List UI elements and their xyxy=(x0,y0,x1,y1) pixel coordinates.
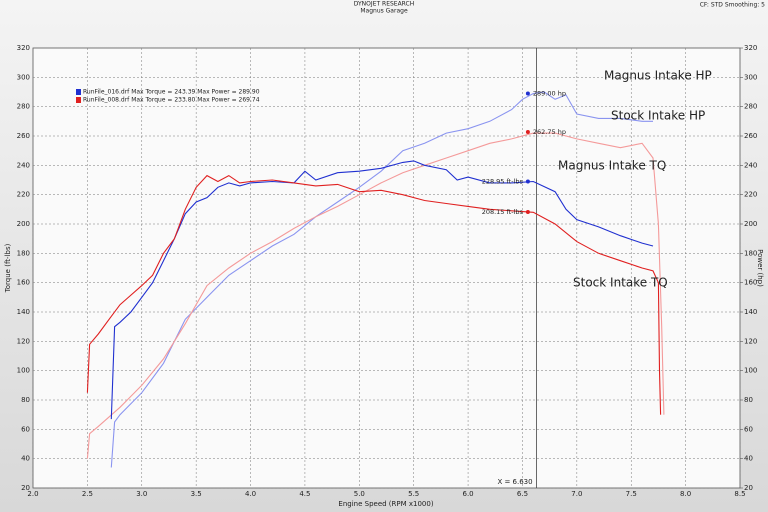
y2-tick-label: 320 xyxy=(744,44,757,52)
y-tick-label: 160 xyxy=(17,279,30,287)
y-tick-label: 20 xyxy=(21,484,30,492)
series-line xyxy=(86,174,662,415)
y-tick-label: 180 xyxy=(17,249,30,257)
cursor-label: X = 6.630 xyxy=(497,478,532,486)
series-line xyxy=(86,132,665,459)
y-tick-label: 80 xyxy=(21,396,30,404)
y2-tick-label: 240 xyxy=(744,161,757,169)
x-tick-label: 4.0 xyxy=(245,490,256,498)
y-tick-label: 240 xyxy=(17,161,30,169)
annotation-label: 228.95 ft-lbs xyxy=(482,178,524,186)
x-tick-label: 3.5 xyxy=(191,490,202,498)
x-tick-label: 7.5 xyxy=(626,490,637,498)
y2-tick-label: 280 xyxy=(744,103,757,111)
x-tick-label: 5.5 xyxy=(408,490,419,498)
y2-tick-label: 120 xyxy=(744,337,757,345)
y-tick-label: 60 xyxy=(21,425,30,433)
annotation-marker xyxy=(525,210,530,215)
y-axis-label: Torque (ft-lbs) xyxy=(4,243,12,293)
y2-tick-label: 260 xyxy=(744,132,757,140)
x-tick-label: 7.0 xyxy=(571,490,582,498)
y-tick-label: 140 xyxy=(17,308,30,316)
annotation-label: 208.15 ft-lbs xyxy=(482,208,524,216)
chart-title: DYNOJET RESEARCH xyxy=(354,1,415,8)
series-label: Stock Intake HP xyxy=(611,109,705,123)
x-tick-label: 8.0 xyxy=(680,490,691,498)
y2-tick-label: 80 xyxy=(744,396,753,404)
annotation-marker xyxy=(525,179,530,184)
y2-tick-label: 160 xyxy=(744,279,757,287)
y-tick-label: 300 xyxy=(17,73,30,81)
y2-tick-label: 100 xyxy=(744,367,757,375)
y-tick-label: 40 xyxy=(21,455,30,463)
y2-axis-label: Power (hp) xyxy=(756,249,764,287)
x-tick-label: 5.0 xyxy=(354,490,365,498)
legend-entry: RunFile_008.drf Max Torque = 233.80 Max … xyxy=(83,97,260,104)
x-tick-label: 4.5 xyxy=(299,490,310,498)
y-tick-label: 320 xyxy=(17,44,30,52)
y2-tick-label: 60 xyxy=(744,425,753,433)
chart-subtitle: Magnus Garage xyxy=(360,8,408,15)
y-tick-label: 220 xyxy=(17,191,30,199)
annotation-label: 289.00 hp xyxy=(533,89,566,97)
annotation-marker xyxy=(525,91,530,96)
series-line xyxy=(110,91,653,468)
legend-entry: RunFile_016.drf Max Torque = 243.39 Max … xyxy=(83,89,260,96)
x-tick-label: 2.5 xyxy=(82,490,93,498)
y-tick-label: 280 xyxy=(17,103,30,111)
y-tick-label: 100 xyxy=(17,367,30,375)
y-tick-label: 120 xyxy=(17,337,30,345)
x-tick-label: 6.5 xyxy=(517,490,528,498)
y2-tick-label: 20 xyxy=(744,484,753,492)
y2-tick-label: 180 xyxy=(744,249,757,257)
x-tick-label: 6.0 xyxy=(463,490,474,498)
series-label: Magnus Intake TQ xyxy=(558,159,666,173)
series-label: Magnus Intake HP xyxy=(604,69,712,83)
y-tick-label: 260 xyxy=(17,132,30,140)
y2-tick-label: 40 xyxy=(744,455,753,463)
legend-swatch xyxy=(76,97,81,103)
y2-tick-label: 300 xyxy=(744,73,757,81)
y-tick-label: 200 xyxy=(17,220,30,228)
x-tick-label: 2.0 xyxy=(27,490,38,498)
x-axis-label: Engine Speed (RPM x1000) xyxy=(338,500,433,508)
y2-tick-label: 140 xyxy=(744,308,757,316)
annotation-label: 262.75 hp xyxy=(533,128,566,136)
series-label: Stock Intake TQ xyxy=(573,276,668,290)
y2-tick-label: 200 xyxy=(744,220,757,228)
legend-swatch xyxy=(76,89,81,95)
x-tick-label: 3.0 xyxy=(136,490,147,498)
y2-tick-label: 220 xyxy=(744,191,757,199)
x-tick-label: 8.5 xyxy=(734,490,745,498)
plot-area xyxy=(32,47,741,489)
annotation-marker xyxy=(525,129,530,134)
series-line xyxy=(110,160,654,420)
corner-note: CF: STD Smoothing: 5 xyxy=(700,2,765,9)
